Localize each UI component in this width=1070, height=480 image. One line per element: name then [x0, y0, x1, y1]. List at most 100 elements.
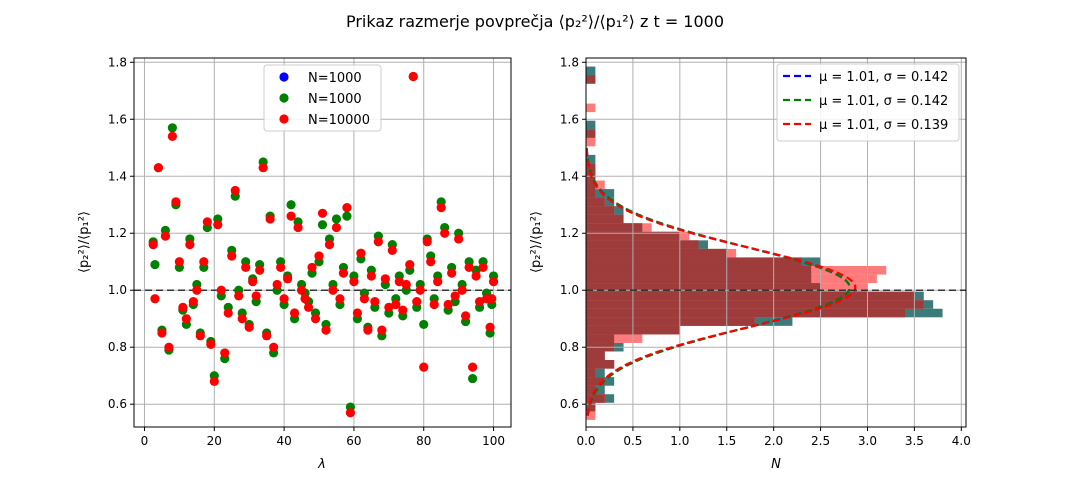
scatter-point-red — [279, 294, 289, 304]
histogram-bar-overlap — [586, 317, 755, 326]
scatter-point-red — [150, 294, 160, 304]
histogram-y-tick-label: 1.2 — [560, 226, 579, 240]
scatter-point-red — [262, 331, 272, 341]
scatter-panel: 0 20 40 60 80 100 0.6 0.8 1.0 1.2 1.4 1.6 1.8 λ ⟨p₂²… — [77, 55, 512, 472]
scatter-point-red — [185, 240, 195, 250]
scatter-point-red — [181, 314, 191, 324]
histogram-bar-overlap — [586, 385, 596, 395]
legend-marker-blue — [279, 72, 289, 82]
scatter-point-red — [433, 277, 443, 287]
histogram-legend-label: μ = 1.01, σ = 0.139 — [819, 118, 948, 133]
histogram-x-tick-label: 1.5 — [717, 434, 736, 448]
histogram-bar-overlap — [586, 394, 605, 403]
scatter-point-red — [310, 314, 321, 324]
gaussian-fit-red — [585, 147, 857, 416]
scatter-point-red — [289, 308, 300, 318]
scatter-point-red — [324, 240, 335, 250]
histogram-x-tick-label: 0.0 — [576, 434, 595, 448]
histogram-y-tick-label: 0.6 — [560, 397, 579, 411]
histogram-bar-overlap — [586, 189, 596, 198]
histogram-y-tick-label: 1.4 — [560, 169, 579, 183]
scatter-point-red — [237, 314, 247, 324]
scatter-x-axis-label: λ — [317, 457, 326, 472]
histogram-panel: 0.0 0.5 1.0 1.5 2.0 2.5 3.0 3.5 4.0 0.6 0.8 1.0 1.2 1… — [529, 55, 971, 472]
scatter-point-red — [265, 214, 275, 224]
scatter-point-red — [398, 305, 408, 315]
scatter-point-red — [282, 274, 293, 284]
histogram-bar-overlap — [586, 214, 624, 224]
scatter-legend-label: N=1000 — [308, 71, 362, 86]
scatter-point-red — [234, 291, 244, 301]
scatter-point-red — [363, 325, 373, 335]
scatter-legend-label: N=10000 — [308, 113, 370, 128]
scatter-point-red — [202, 217, 212, 227]
scatter-x-tick-label: 80 — [416, 434, 431, 448]
histogram-bar-red — [586, 411, 596, 420]
scatter-point-red — [419, 362, 429, 372]
scatter-point-red — [241, 262, 251, 273]
scatter-point-green — [167, 123, 177, 133]
scatter-point-red — [370, 297, 380, 307]
histogram-bar-overlap — [586, 223, 643, 232]
histogram-legend-label: μ = 1.01, σ = 0.142 — [819, 94, 948, 109]
histogram-y-tick-label: 1.6 — [560, 112, 579, 126]
scatter-point-red — [443, 299, 453, 310]
scatter-point-red — [394, 277, 404, 287]
scatter-point-red — [380, 274, 390, 284]
scatter-x-tick-label: 40 — [276, 434, 291, 448]
scatter-y-tick-label: 0.6 — [108, 397, 127, 411]
scatter-axes-frame — [133, 57, 512, 428]
histogram-bar-overlap — [586, 351, 605, 361]
scatter-point-red — [321, 325, 331, 335]
scatter-point-red — [359, 294, 369, 304]
scatter-point-red — [317, 208, 328, 218]
scatter-point-red — [227, 251, 237, 261]
histogram-bar-red — [586, 137, 596, 147]
histogram-bar-overlap — [586, 129, 596, 138]
scatter-point-red — [488, 277, 499, 287]
scatter-point-red — [454, 234, 464, 244]
scatter-point-red — [331, 222, 342, 233]
scatter-x-tick-label: 100 — [482, 434, 505, 448]
scatter-point-red — [436, 202, 446, 213]
scatter-point-red — [429, 299, 439, 310]
histogram-x-tick-label: 3.5 — [905, 434, 924, 448]
scatter-point-red — [157, 328, 167, 338]
scatter-point-red — [213, 220, 223, 230]
scatter-point-red — [461, 311, 471, 321]
histogram-bar-overlap — [586, 283, 821, 292]
scatter-tick-labels: 0 20 40 60 80 100 0.6 0.8 1.0 1.2 1.4 1.6 1.8 — [108, 55, 505, 448]
scatter-point-red — [188, 297, 198, 307]
scatter-point-red — [391, 299, 401, 310]
histogram-bar-overlap — [586, 206, 615, 215]
gaussian-fit-green — [585, 144, 851, 416]
scatter-point-red — [450, 291, 460, 301]
histogram-bar-overlap — [586, 163, 596, 172]
scatter-legend: N=1000 N=1000 N=10000 — [263, 64, 382, 132]
histogram-bar-overlap — [586, 197, 605, 207]
figure-title: Prikaz razmerje povprečja ⟨p₂²⟩/⟨p₁²⟩ z … — [346, 12, 724, 31]
scatter-point-red — [276, 262, 286, 273]
scatter-point-red — [356, 248, 366, 258]
histogram-y-tick-label: 1.0 — [560, 283, 579, 297]
scatter-point-green — [150, 259, 160, 270]
scatter-point-red — [269, 342, 279, 352]
scatter-point-red — [307, 262, 317, 273]
histogram-x-tick-label: 3.0 — [858, 434, 877, 448]
histogram-legend-label: μ = 1.01, σ = 0.142 — [819, 70, 948, 85]
scatter-point-red — [272, 279, 282, 290]
scatter-point-red — [258, 163, 268, 173]
histogram-bar-overlap — [586, 402, 596, 412]
histogram-y-axis-label: ⟨p₂²⟩/⟨p₁²⟩ — [529, 211, 544, 273]
scatter-legend-box — [263, 64, 382, 132]
scatter-point-red — [199, 257, 209, 267]
scatter-point-red — [296, 285, 307, 295]
scatter-point-red — [426, 257, 436, 267]
scatter-point-red — [328, 285, 338, 295]
scatter-point-red — [352, 308, 363, 318]
scatter-point-red — [230, 185, 240, 196]
histogram-bar-overlap — [586, 300, 924, 309]
histogram-axes-frame — [585, 57, 967, 428]
scatter-point-red — [401, 279, 411, 290]
